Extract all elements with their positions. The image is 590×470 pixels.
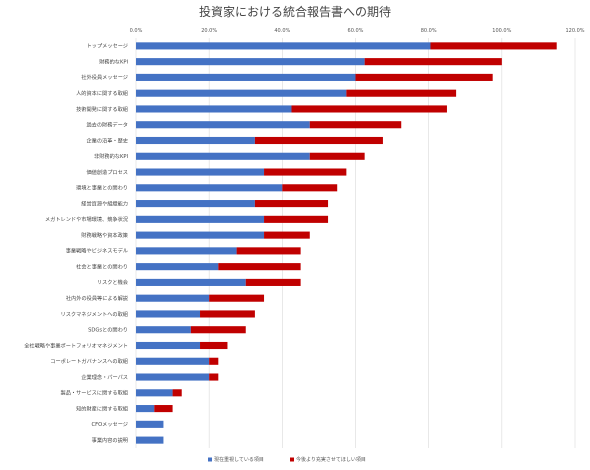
bar-current (136, 389, 173, 397)
category-label: 社外役員メッセージ (81, 73, 128, 81)
category-label: 人的資本に関する取組 (76, 89, 128, 97)
bar-future (245, 278, 301, 286)
category-label: リスクと機会 (97, 278, 128, 286)
bar-current (136, 436, 164, 444)
category-label: 非財務的なKPI (94, 152, 128, 160)
bar-current (136, 215, 265, 223)
category-label: 経営資源や組織能力 (81, 199, 128, 207)
bar-current (136, 73, 356, 81)
bar-future (264, 215, 329, 223)
bar-future (309, 121, 402, 129)
x-tick-label: 100.0% (492, 28, 511, 34)
bar-future (291, 105, 447, 113)
bar-current (136, 294, 210, 302)
category-label: 社内外の役員等による解説 (66, 294, 128, 302)
bar-future (209, 373, 219, 381)
category-label: CFOメッセージ (91, 421, 128, 428)
bar-current (136, 357, 210, 365)
category-label: 価値創造プロセス (86, 168, 128, 176)
category-label: 財務的なKPI (99, 57, 128, 65)
bar-current (136, 373, 210, 381)
bar-current (136, 247, 237, 255)
bar-current (136, 420, 164, 428)
category-label: 企業の沿革・歴史 (86, 136, 128, 144)
gridlines (135, 38, 576, 448)
bar-future (154, 405, 173, 413)
bar-future (364, 58, 502, 66)
category-label: 社会と事業との関わり (76, 262, 128, 270)
bar-future (254, 136, 383, 145)
bar-current (136, 341, 201, 350)
category-label: メガトレンドや市場環境、競争状況 (45, 215, 128, 223)
bar-future (200, 341, 228, 350)
bar-current (136, 231, 265, 239)
legend: 現在重視している項目 今後より充実させてほしい項目 (208, 456, 366, 463)
category-label: 知的財産に関する取組 (76, 404, 128, 412)
category-label: SDGsとの関わり (88, 327, 128, 334)
bar-future (430, 42, 557, 50)
bar-current (136, 168, 265, 176)
bar-current (136, 310, 201, 318)
x-tick-label: 120.0% (565, 28, 584, 34)
category-label: 企業理念・パーパス (81, 373, 128, 381)
bar-current (136, 58, 365, 66)
bar-current (136, 405, 155, 413)
bar-current (136, 105, 292, 113)
category-label: 製品・サービスに関する取組 (61, 389, 128, 397)
x-tick-label: 80.0% (421, 28, 437, 34)
category-label: 環境と事業との関わり (76, 184, 128, 192)
bar-current (136, 121, 310, 129)
x-tick-label: 40.0% (274, 28, 290, 34)
x-tick-label: 20.0% (201, 28, 217, 34)
bar-future (236, 247, 301, 255)
legend-label-current: 現在重視している項目 (214, 456, 264, 463)
category-label: 事業内容の説明 (92, 436, 128, 444)
bar-current (136, 136, 255, 145)
category-label: 全社戦略や事業ポートフォリオマネジメント (24, 341, 128, 349)
bar-future (355, 73, 493, 81)
x-tick-label: 60.0% (348, 28, 364, 34)
bar-future (200, 310, 255, 318)
bar-current (136, 278, 246, 286)
chart-title: 投資家における統合報告書への期待 (199, 4, 391, 19)
bar-current (136, 263, 219, 271)
bar-current (136, 200, 255, 208)
bar-future (209, 357, 219, 365)
bar-current (136, 184, 283, 192)
legend-label-future: 今後より充実させてほしい項目 (296, 456, 366, 463)
legend-swatch-future (290, 457, 294, 462)
bar-future (264, 168, 347, 176)
x-axis-ticks: 0.0% 20.0% 40.0% 60.0% 80.0% 100.0% 120.0% (130, 28, 585, 34)
bar-future (218, 263, 301, 271)
category-label: 技術開発に関する取組 (76, 105, 128, 113)
bar-future (254, 200, 329, 208)
legend-swatch-current (208, 457, 212, 462)
bar-future (309, 152, 365, 160)
bar-future (172, 389, 182, 397)
x-tick-label: 0.0% (130, 28, 143, 34)
bars (136, 42, 557, 444)
category-label: 事業戦略やビジネスモデル (66, 247, 128, 255)
bar-current (136, 42, 431, 50)
bar-current (136, 326, 191, 334)
bar-future (282, 184, 338, 192)
bar-current (136, 89, 347, 97)
bar-future (346, 89, 457, 97)
category-label: 財務戦略や資本政策 (81, 231, 129, 239)
category-label: コーポレートガバナンスへの取組 (50, 357, 128, 365)
bar-future (190, 326, 246, 334)
category-label: トップメッセージ (87, 43, 128, 50)
bar-current (136, 152, 310, 160)
category-label: リスクマネジメントへの取組 (61, 310, 128, 318)
bar-future (209, 294, 265, 302)
category-label: 過去の財務データ (86, 121, 128, 129)
bar-future (264, 231, 310, 239)
